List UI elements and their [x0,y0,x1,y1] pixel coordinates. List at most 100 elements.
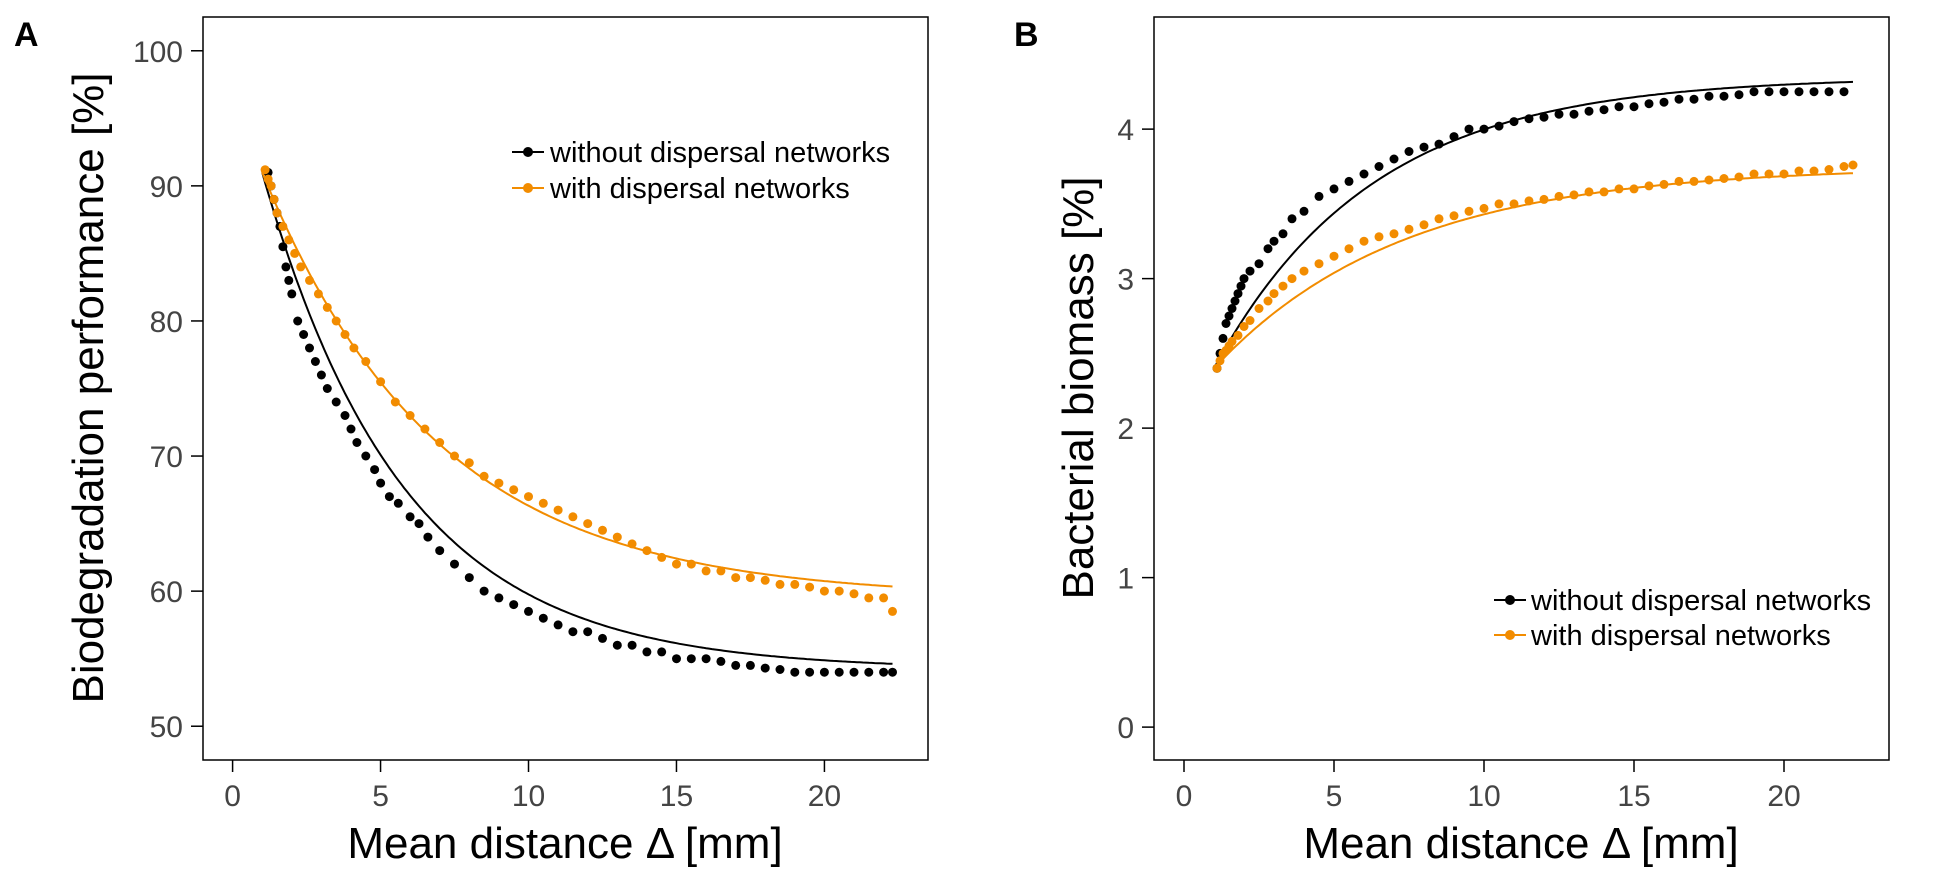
point-with-b [1824,165,1834,174]
point-without-a [316,370,326,380]
point-with-a [272,208,282,218]
y-tick-label-a: 50 [150,711,183,744]
point-with-a [361,357,371,366]
point-with-b [1689,176,1699,186]
point-without-a [435,546,445,556]
point-without-b [1614,102,1624,112]
point-without-a [376,478,386,488]
point-with-a [553,505,563,515]
panel-b: B 0 5 10 15 20 0 1 2 3 4 Mean distance Δ [mm] Ba… [1014,16,1890,868]
x-axis-b: 0 5 10 15 20 [1176,760,1801,813]
point-with-b [1239,322,1249,331]
point-without-b [1389,154,1399,164]
point-without-a [598,633,607,643]
point-with-a [686,559,696,569]
point-with-b [1629,184,1639,194]
point-without-a [278,242,288,252]
point-with-a [331,316,341,326]
point-without-a [553,620,563,630]
point-with-b [1509,199,1519,209]
point-without-a [805,667,815,677]
x-tick-label-b: 5 [1326,780,1343,813]
point-without-a [834,667,844,677]
y-tick-label-a: 100 [133,36,183,69]
point-without-a [340,411,350,420]
point-with-a [745,573,755,583]
legend-b: without dispersal networks with dispersa… [1494,585,1871,652]
point-without-b [1584,106,1594,116]
point-without-a [450,559,459,569]
y-tick-label-a: 70 [150,441,183,474]
x-axis-title-a: Mean distance Δ [mm] [347,819,782,868]
point-without-b [1509,117,1519,127]
point-with-a [805,582,815,592]
point-with-b [1269,289,1279,299]
point-without-a [414,519,424,529]
point-without-a [494,593,504,603]
point-without-b [1359,169,1369,179]
point-with-b [1809,166,1819,176]
x-tick-label-a: 10 [512,780,545,813]
point-with-b [1704,175,1714,185]
point-with-a [390,397,400,407]
point-with-b [1263,296,1273,306]
point-without-a [568,627,578,637]
point-without-a [612,640,622,650]
point-without-b [1227,304,1237,313]
x-tick-label-a: 5 [372,780,389,813]
point-without-b [1494,121,1504,131]
point-without-b [1704,91,1714,101]
point-without-b [1749,87,1759,97]
point-with-a [266,181,276,191]
x-tick-label-a: 15 [660,780,693,813]
point-with-b [1389,229,1399,239]
point-without-a [583,627,593,637]
point-without-b [1524,114,1534,124]
point-without-b [1779,87,1789,97]
point-with-a [305,275,314,285]
point-without-b [1263,244,1273,254]
point-with-a [494,478,504,488]
point-with-b [1374,232,1384,242]
point-without-a [657,647,667,657]
point-with-b [1569,190,1579,200]
point-with-a [322,302,332,312]
point-with-b [1554,191,1564,201]
point-with-b [1419,220,1429,230]
fit-curve-without-a [261,172,893,665]
point-without-b [1269,236,1279,246]
legend-a: without dispersal networks with dispersa… [512,137,890,205]
point-without-b [1464,124,1474,134]
point-without-b [1299,206,1309,216]
point-with-a [260,165,270,175]
point-without-a [361,451,371,461]
point-without-b [1809,87,1819,97]
point-with-a [731,573,741,583]
point-without-a [284,275,294,285]
point-with-b [1278,281,1288,291]
point-without-b [1254,259,1264,269]
point-without-b [1224,311,1234,321]
point-with-b [1233,330,1243,340]
point-without-b [1278,229,1288,239]
y-axis-a: 50 60 70 80 90 100 [133,36,203,744]
legend-label-without-a: without dispersal networks [549,137,890,169]
legend-marker-with-b [1505,630,1515,640]
point-with-a [405,411,415,420]
x-tick-label-a: 0 [224,780,241,813]
point-without-b [1239,274,1249,284]
point-without-b [1659,97,1669,107]
point-without-b [1554,109,1564,119]
point-with-a [879,593,889,603]
point-without-b [1689,94,1699,104]
point-with-b [1794,166,1804,176]
point-without-b [1218,333,1228,343]
point-without-a [538,613,548,623]
point-without-b [1644,99,1654,109]
fit-curves-b [1213,80,1854,369]
point-with-a [296,262,306,272]
point-without-a [299,330,309,339]
point-without-a [888,667,897,677]
point-without-a [849,667,859,677]
point-with-b [1212,363,1222,373]
